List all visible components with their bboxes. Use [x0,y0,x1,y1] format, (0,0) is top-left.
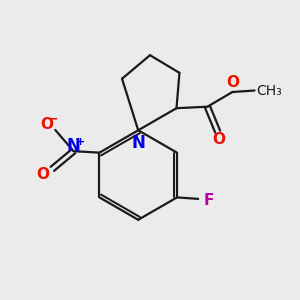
Text: N: N [67,137,80,155]
Text: O: O [213,133,226,148]
Text: +: + [76,137,86,147]
Text: O: O [40,117,53,132]
Text: O: O [226,75,239,90]
Text: −: − [48,112,58,125]
Text: CH₃: CH₃ [256,83,281,98]
Text: N: N [131,134,145,152]
Text: O: O [36,167,50,182]
Text: F: F [203,193,214,208]
